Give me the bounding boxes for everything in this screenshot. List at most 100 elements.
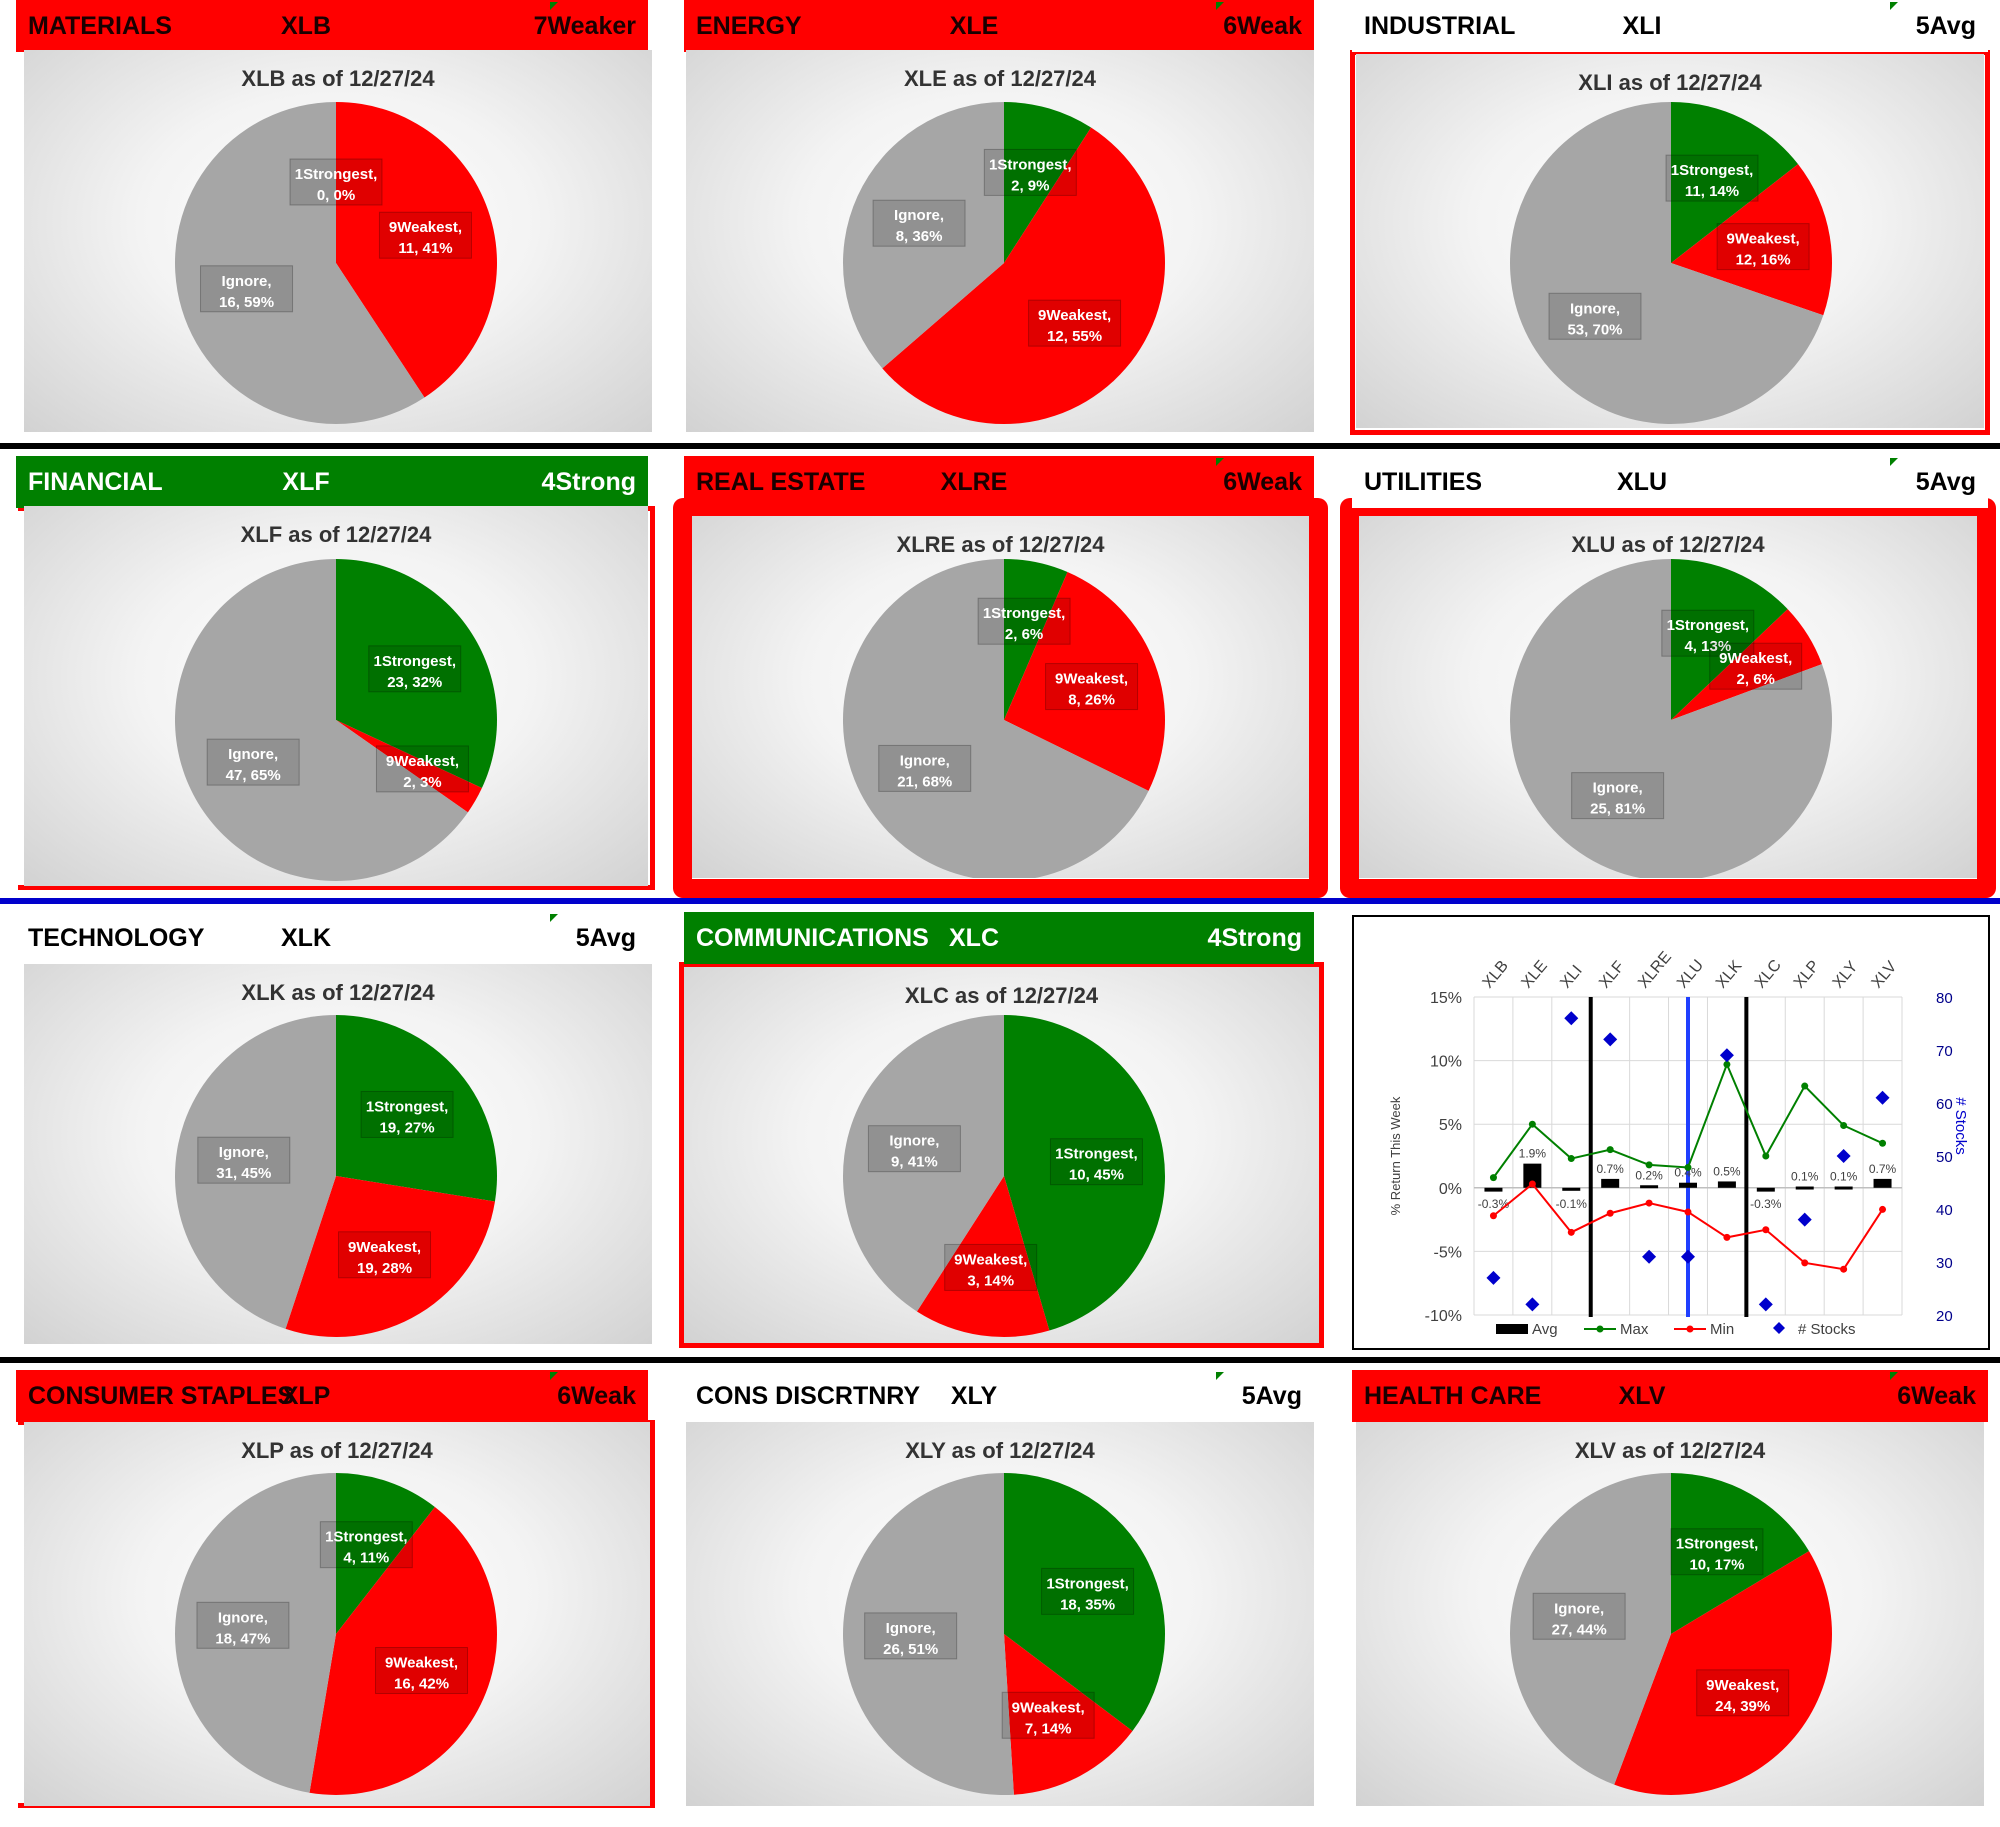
pie-slice-9weakest: [309, 1506, 498, 1795]
pie-slice-1strongest: [1004, 1015, 1165, 1331]
banner-xlb: MATERIALS XLB 7Weaker: [16, 0, 648, 52]
x-tick-label: XLY: [1830, 958, 1862, 991]
sector-rating: 5Avg: [575, 923, 636, 952]
y2-tick-label: 70: [1936, 1043, 1953, 1060]
svg-text:1Strongest,: 1Strongest,: [1046, 1575, 1129, 1592]
pie-label: 1Strongest, 23, 32%: [368, 645, 462, 693]
sector-rating: 7Weaker: [533, 11, 636, 40]
x-tick-label: XLU: [1674, 957, 1707, 992]
stocks-point: [1758, 1297, 1773, 1312]
min-point: [1489, 1212, 1497, 1220]
banner-xlc: COMMUNICATIONS XLC 4Strong: [684, 912, 1314, 964]
pie-chart: 1Strongest, 18, 35% 9Weakest, 7, 14% Ignore,…: [843, 1473, 1165, 1795]
pie-label: 9Weakest, 2, 6%: [1709, 642, 1803, 690]
pie-label: 1Strongest, 18, 35%: [1041, 1567, 1135, 1615]
y-tick-label: 10%: [1430, 1054, 1462, 1071]
pie-slice-ignore: [843, 559, 1149, 878]
sector-rating: 4Strong: [1207, 923, 1302, 952]
comment-flag-icon: [550, 1372, 558, 1380]
pie-title: XLB as of 12/27/24: [241, 66, 435, 91]
highlight-frame-xlc: [679, 962, 1324, 1348]
svg-text:0, 0%: 0, 0%: [317, 187, 355, 204]
avg-data-label: 0.1%: [1830, 1170, 1858, 1184]
avg-data-label: 0.2%: [1635, 1168, 1663, 1182]
sector-ticker: XLF: [282, 467, 330, 496]
avg-data-label: 0.4%: [1674, 1166, 1702, 1180]
max-point: [1645, 1161, 1653, 1169]
pie-title: XLI as of 12/27/24: [1578, 70, 1762, 95]
pie-label: 1Strongest, 4, 11%: [319, 1521, 413, 1569]
svg-text:2, 9%: 2, 9%: [1011, 177, 1049, 194]
pie-label: 9Weakest, 24, 39%: [1696, 1669, 1790, 1717]
pie-label: Ignore, 53, 70%: [1548, 292, 1642, 340]
legend-max: Max: [1620, 1321, 1649, 1338]
pie-slice-1strongest: [336, 559, 498, 789]
legend-avg-swatch: [1496, 1324, 1528, 1334]
x-tick-label: XLK: [1713, 957, 1746, 991]
avg-data-label: 0.7%: [1597, 1162, 1625, 1176]
stocks-point: [1642, 1249, 1657, 1264]
x-tick-label: XLC: [1752, 957, 1785, 992]
avg-data-label: 0.1%: [1791, 1170, 1819, 1184]
svg-text:1Strongest,: 1Strongest,: [1055, 1146, 1138, 1163]
sector-rating: 6Weak: [1223, 467, 1302, 496]
avg-data-label: 0.7%: [1869, 1162, 1897, 1176]
svg-text:4, 13%: 4, 13%: [1684, 638, 1731, 655]
row-separator-2: [0, 898, 2000, 904]
svg-text:Ignore,: Ignore,: [1554, 1600, 1604, 1617]
svg-text:10, 45%: 10, 45%: [1069, 1167, 1124, 1184]
max-point: [1489, 1174, 1497, 1182]
pie-label: 9Weakest, 12, 55%: [1028, 299, 1122, 347]
y2-tick-label: 30: [1936, 1255, 1953, 1272]
sector-rating: 5Avg: [1915, 467, 1976, 496]
pie-slice-9weakest: [1671, 609, 1822, 720]
banner-xlp: CONSUMER STAPLES XLP 6Weak: [16, 1370, 648, 1422]
comment-flag-icon: [1216, 1372, 1224, 1380]
pie-slice-ignore: [843, 1473, 1014, 1795]
svg-text:Ignore,: Ignore,: [894, 207, 944, 224]
pie-label: 9Weakest, 16, 42%: [375, 1647, 469, 1695]
sector-rating: 5Avg: [1241, 1381, 1302, 1410]
banner-xlk: TECHNOLOGY XLK 5Avg: [16, 912, 648, 964]
pie-label: Ignore, 8, 36%: [872, 199, 966, 247]
y-tick-label: -10%: [1425, 1308, 1462, 1325]
legend-stocks-swatch: [1773, 1322, 1785, 1334]
pie-label: 1Strongest, 4, 13%: [1661, 609, 1755, 657]
sector-name: ENERGY: [696, 11, 802, 40]
svg-text:47, 65%: 47, 65%: [226, 767, 281, 784]
pie-slice-9weakest: [1004, 1634, 1133, 1795]
sector-name: CONS DISCRTNRY: [696, 1381, 921, 1410]
sector-ticker: XLY: [950, 1381, 998, 1410]
pie-panel-xlf: XLF as of 12/27/24 1Strongest, 23, 32% 9Wea…: [24, 506, 648, 886]
avg-data-label: -0.3%: [1478, 1197, 1510, 1211]
pie-label: Ignore, 25, 81%: [1571, 772, 1665, 820]
comment-flag-icon: [1890, 2, 1898, 10]
pie-slice-9weakest: [336, 102, 497, 398]
sector-ticker: XLB: [281, 11, 331, 40]
pie-panel-xlu: XLU as of 12/27/24 1Strongest, 4, 13% 9Weak…: [1359, 516, 1977, 878]
min-point: [1801, 1259, 1809, 1267]
pie-chart: 1Strongest, 0, 0% 9Weakest, 11, 41% Ignore, 1…: [174, 102, 497, 424]
pie-slice-1strongest: [1671, 559, 1788, 720]
sector-ticker: XLE: [949, 11, 999, 40]
min-point: [1762, 1226, 1770, 1234]
pie-slice-1strongest: [336, 1473, 435, 1634]
y2-axis-label: # Stocks: [1952, 1097, 1969, 1155]
pie-label: Ignore, 21, 68%: [878, 744, 972, 792]
sector-ticker: XLK: [281, 923, 331, 952]
comment-flag-icon: [1890, 458, 1898, 466]
comment-flag-icon: [1216, 2, 1224, 10]
max-point: [1684, 1163, 1692, 1171]
pie-title: XLY as of 12/27/24: [905, 1438, 1095, 1463]
min-point: [1645, 1199, 1653, 1207]
svg-text:12, 16%: 12, 16%: [1736, 252, 1791, 269]
svg-text:9Weakest,: 9Weakest,: [954, 1251, 1027, 1268]
legend-min: Min: [1710, 1321, 1734, 1338]
max-point: [1528, 1120, 1536, 1128]
max-point: [1606, 1146, 1614, 1154]
pie-slice-1strongest: [336, 1015, 497, 1202]
sector-rating: 4Strong: [541, 467, 636, 496]
y-tick-label: 0%: [1439, 1181, 1462, 1198]
svg-text:18, 35%: 18, 35%: [1060, 1596, 1115, 1613]
stocks-point: [1836, 1149, 1851, 1163]
